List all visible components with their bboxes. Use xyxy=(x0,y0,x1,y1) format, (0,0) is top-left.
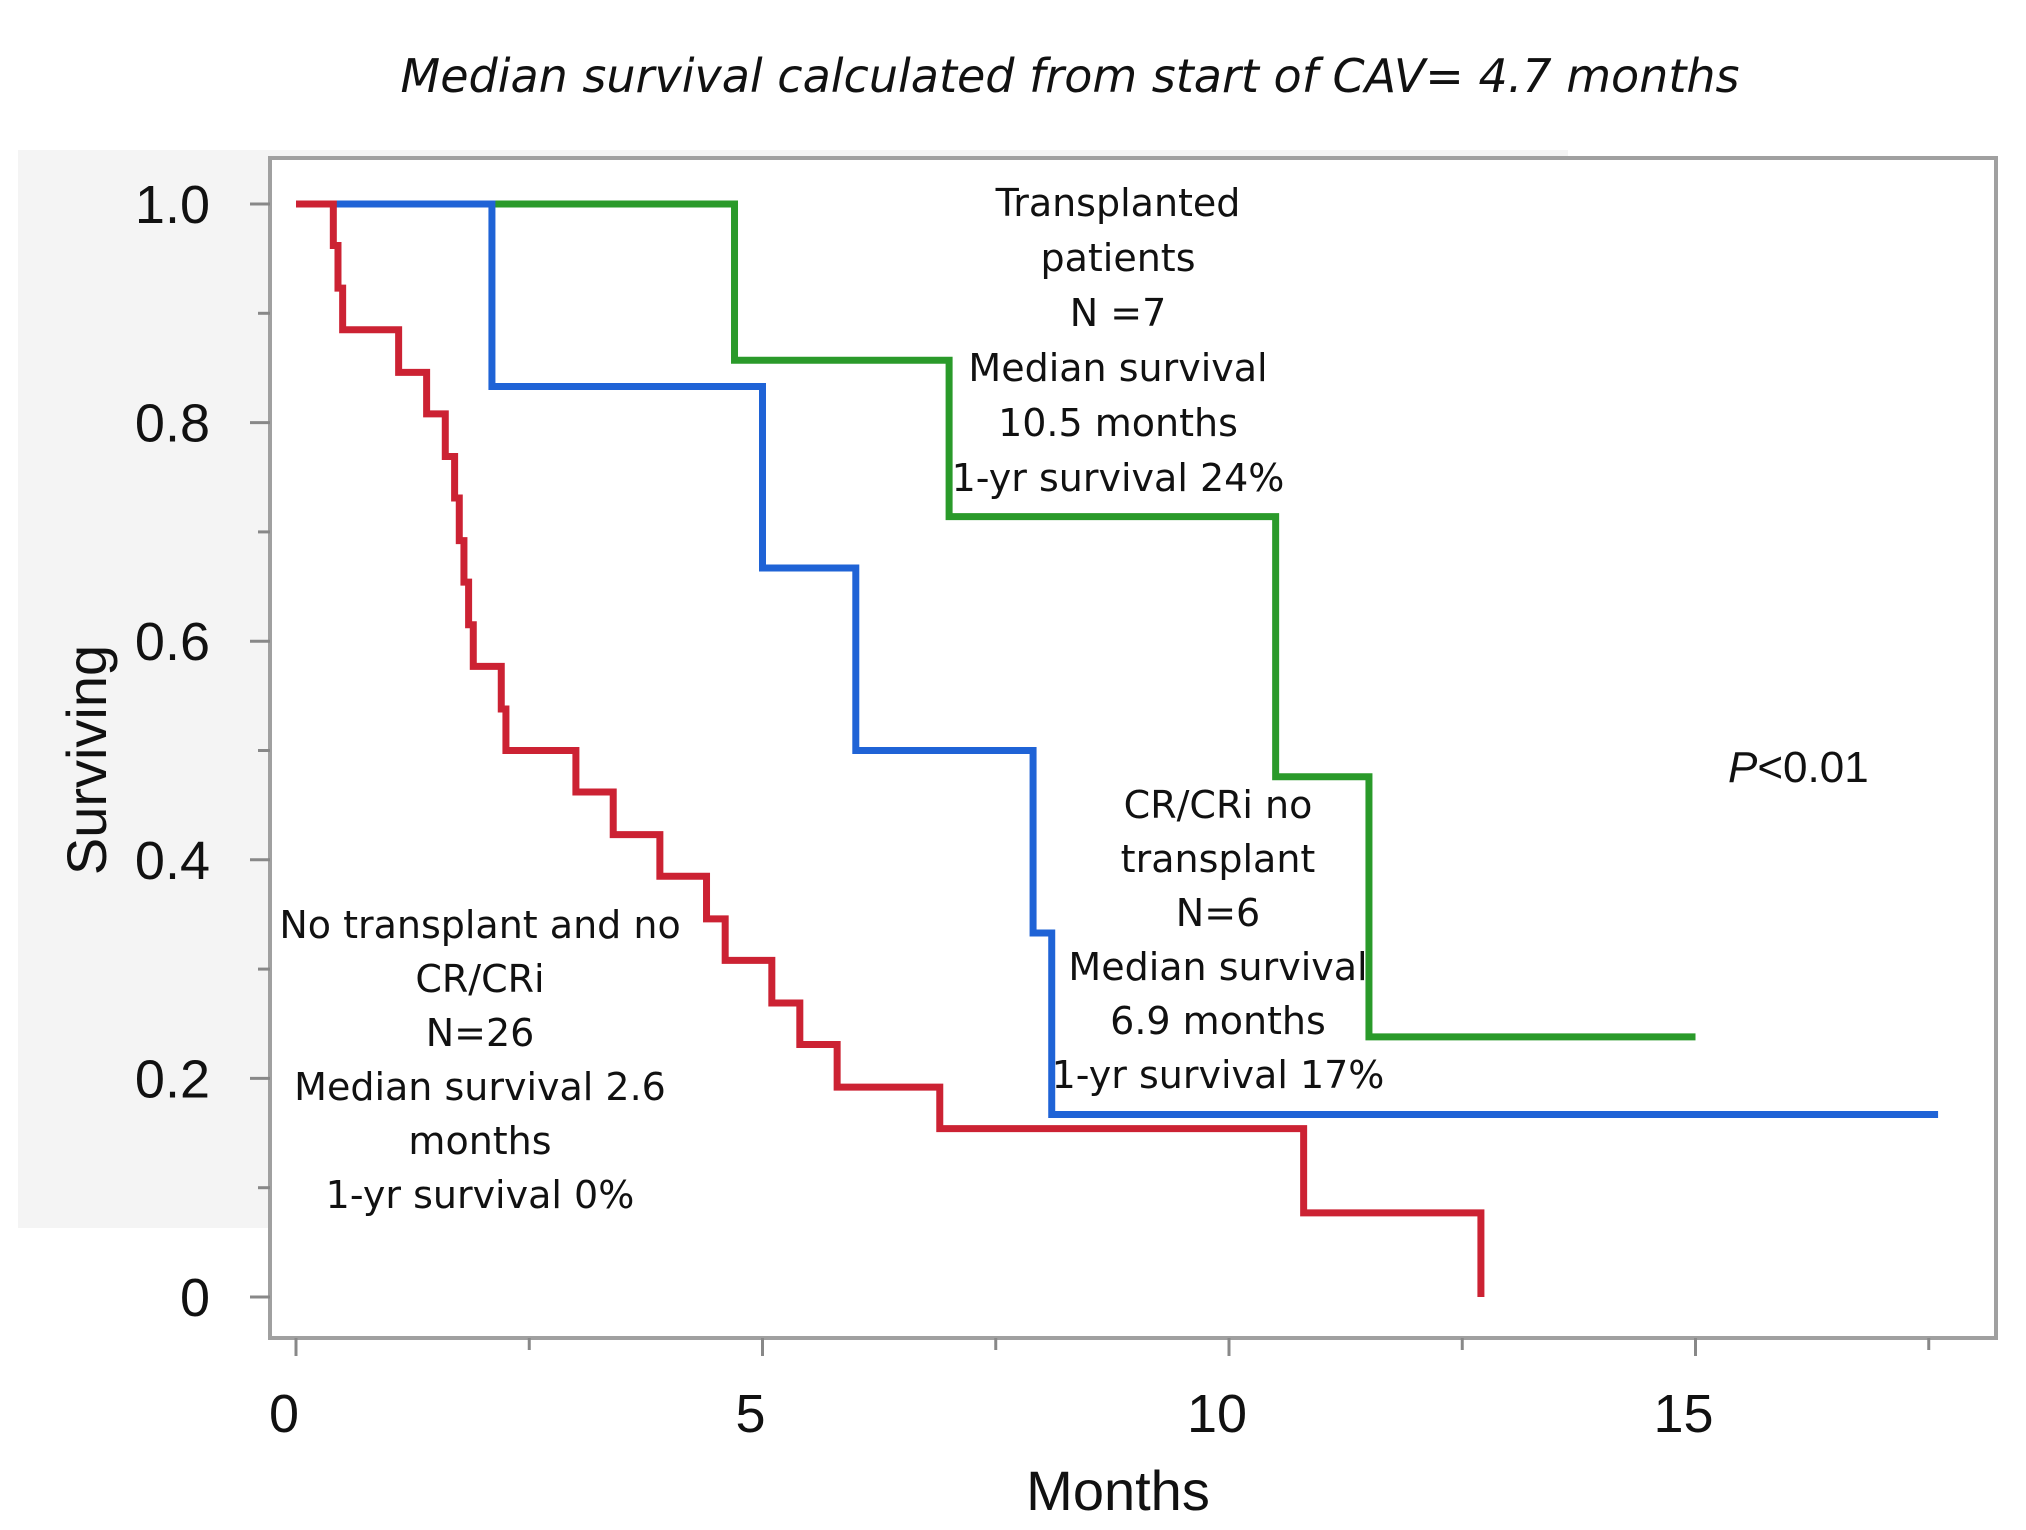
annotation-no-transplant-line: Median survival 2.6 xyxy=(294,1065,666,1109)
annotation-transplanted-line: patients xyxy=(1040,236,1195,280)
y-tick-label: 0.8 xyxy=(135,394,210,454)
series-crcri-line xyxy=(296,200,1939,1118)
annotation-crcri-line: Median survival xyxy=(1068,945,1367,989)
annotation-crcri-line: 6.9 months xyxy=(1110,999,1326,1043)
annotation-transplanted-line: 1-yr survival 24% xyxy=(952,456,1285,500)
annotation-crcri: CR/CRi no transplant N=6 Median survival 6.9… xyxy=(1052,783,1385,1097)
annotation-no-transplant-line: N=26 xyxy=(426,1011,535,1055)
y-tick-label: 0 xyxy=(180,1268,210,1328)
annotation-no-transplant-line: No transplant and no xyxy=(279,903,680,947)
annotation-transplanted-line: N =7 xyxy=(1070,291,1167,335)
chart-title: Median survival calculated from start of… xyxy=(401,49,1740,103)
annotation-no-transplant-line: 1-yr survival 0% xyxy=(326,1173,635,1217)
y-tick-label: 0.4 xyxy=(135,831,210,891)
annotation-crcri-line: CR/CRi no xyxy=(1124,783,1313,827)
annotation-crcri-line: N=6 xyxy=(1176,891,1260,935)
x-tick-label: 0 xyxy=(269,1384,299,1444)
axis-ticks: 0 0.2 0.4 0.6 0.8 1.0 0 5 10 15 xyxy=(135,175,1931,1444)
y-tick-label: 0.2 xyxy=(135,1049,210,1109)
p-value: P<0.01 xyxy=(1728,743,1869,792)
annotation-transplanted-line: Transplanted xyxy=(995,181,1241,225)
annotation-transplanted: Transplanted patients N =7 Median survival 1… xyxy=(952,181,1285,500)
annotation-no-transplant-line: CR/CRi xyxy=(415,957,544,1001)
annotation-no-transplant-line: months xyxy=(408,1119,551,1163)
series-transplanted-line xyxy=(296,200,1696,1041)
annotation-transplanted-line: Median survival xyxy=(968,346,1267,390)
annotation-no-transplant: No transplant and no CR/CRi N=26 Median sur… xyxy=(279,903,680,1217)
y-axis-title: Surviving xyxy=(55,645,118,875)
annotation-transplanted-line: 10.5 months xyxy=(998,401,1238,445)
x-axis-title: Months xyxy=(1026,1459,1210,1522)
x-tick-label: 10 xyxy=(1187,1384,1247,1444)
x-tick-label: 15 xyxy=(1653,1384,1713,1444)
y-tick-label: 0.6 xyxy=(135,612,210,672)
series-layer xyxy=(296,200,1939,1297)
series-no-transplant-line xyxy=(296,200,1485,1297)
annotation-crcri-line: transplant xyxy=(1121,837,1316,881)
annotation-crcri-line: 1-yr survival 17% xyxy=(1052,1053,1385,1097)
x-tick-label: 5 xyxy=(735,1384,765,1444)
y-tick-label: 1.0 xyxy=(135,175,210,235)
